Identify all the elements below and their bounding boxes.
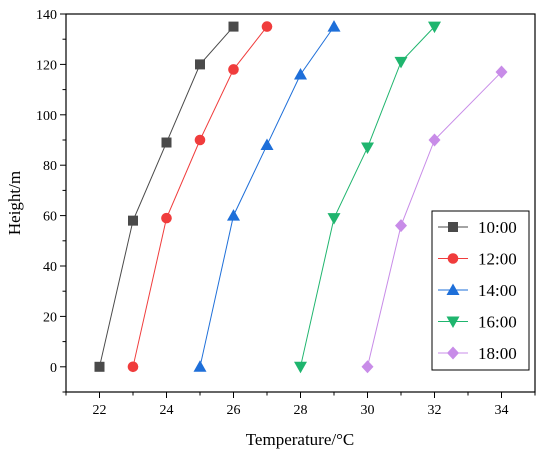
y-axis: 0 20 40 60 80 100 120 140 — [36, 8, 66, 393]
legend-marker — [447, 346, 459, 360]
series-line-1400 — [199, 26, 335, 367]
x-tick-label: 34 — [495, 403, 509, 418]
legend-label: 10:00 — [478, 218, 517, 237]
x-axis-title: Temperature/°C — [246, 430, 355, 449]
legend-label: 16:00 — [478, 313, 517, 332]
series-line-1200 — [132, 26, 268, 367]
data-point — [395, 219, 407, 233]
data-point — [194, 134, 206, 146]
legend-entry: 10:00 — [438, 218, 517, 237]
x-tick-label: 22 — [93, 403, 107, 418]
y-tick-label: 100 — [36, 109, 57, 124]
y-axis-title: Height/m — [5, 171, 24, 235]
legend-entry: 12:00 — [438, 250, 517, 269]
x-tick-label: 26 — [227, 403, 241, 418]
series-line-1000 — [99, 26, 234, 367]
series-line-1800 — [367, 71, 502, 367]
y-tick-label: 60 — [43, 210, 57, 225]
y-tick-label: 80 — [43, 159, 57, 174]
y-tick-label: 140 — [36, 8, 57, 23]
data-point — [361, 360, 374, 374]
data-point — [294, 361, 307, 374]
x-tick-label: 32 — [428, 403, 442, 418]
data-point — [495, 65, 508, 79]
data-point — [193, 360, 207, 372]
data-point — [327, 20, 341, 32]
data-point — [428, 21, 441, 34]
y-tick-label: 40 — [43, 260, 57, 275]
legend-entry: 16:00 — [438, 313, 517, 332]
y-tick-label: 0 — [50, 361, 57, 376]
data-point — [128, 215, 138, 226]
data-point — [161, 212, 172, 224]
x-tick-label: 28 — [294, 403, 308, 418]
legend-label: 18:00 — [478, 344, 517, 363]
x-tick-label: 30 — [361, 403, 375, 418]
series-line-1600 — [300, 26, 435, 367]
legend-marker — [447, 253, 459, 264]
data-point — [428, 133, 441, 147]
data-point — [195, 59, 205, 70]
legend-entry: 18:00 — [438, 344, 517, 363]
legend-marker — [448, 222, 458, 232]
y-tick-label: 120 — [36, 58, 57, 73]
legend-marker — [446, 316, 460, 328]
y-tick-label: 20 — [43, 310, 57, 325]
legend-marker — [446, 283, 460, 295]
data-point — [394, 56, 408, 69]
data-point — [327, 213, 341, 225]
legend: 10:00 12:00 14:00 16:00 18:00 — [431, 210, 530, 371]
data-point — [227, 209, 240, 221]
x-axis: 22 24 26 28 30 32 34 — [65, 392, 536, 418]
data-point — [127, 361, 139, 373]
data-point — [261, 21, 273, 32]
series-markers — [94, 20, 508, 374]
x-tick-label: 24 — [160, 403, 174, 418]
legend-label: 12:00 — [478, 250, 517, 269]
data-point — [228, 64, 239, 75]
data-point — [294, 67, 307, 80]
data-point — [260, 138, 274, 151]
legend-entry: 14:00 — [438, 281, 517, 300]
data-point — [228, 21, 239, 32]
data-point — [94, 361, 105, 372]
data-point — [161, 137, 172, 148]
legend-label: 14:00 — [478, 281, 517, 300]
data-point — [361, 142, 374, 155]
